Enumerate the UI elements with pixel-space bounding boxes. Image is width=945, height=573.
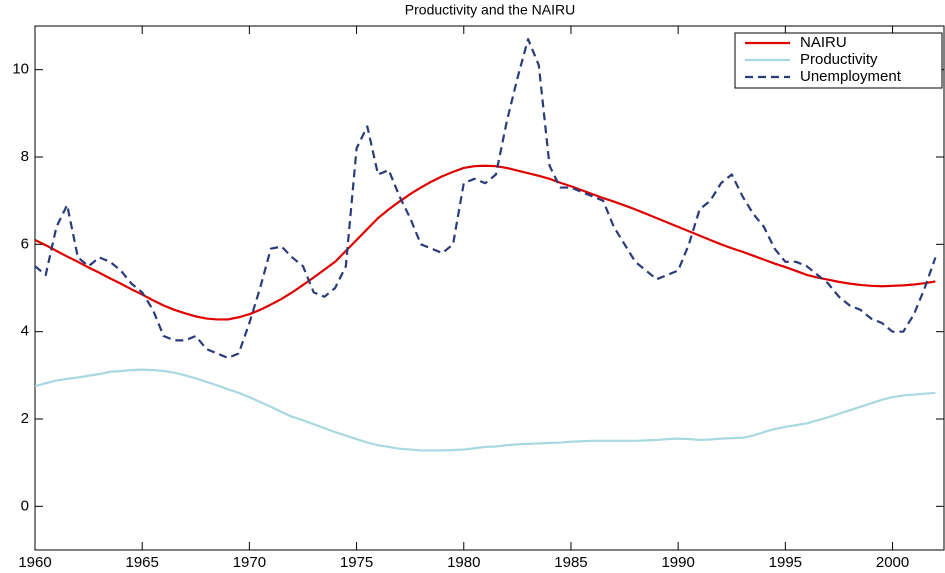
plot-frame bbox=[34, 25, 945, 551]
legend-label: Unemployment bbox=[800, 68, 902, 85]
x-tick-label: 1980 bbox=[447, 554, 480, 571]
line-series bbox=[34, 164, 936, 321]
chart-title: Productivity and the NAIRU bbox=[405, 2, 575, 18]
y-tick-label: 10 bbox=[12, 61, 29, 78]
x-tick-label: 1965 bbox=[126, 554, 159, 571]
y-tick-label: 0 bbox=[21, 497, 29, 514]
y-tick-label: 6 bbox=[21, 235, 29, 252]
x-tick-label: 1970 bbox=[233, 554, 266, 571]
x-tick-label: 2000 bbox=[876, 554, 909, 571]
y-tick-label: 4 bbox=[21, 323, 29, 340]
line-series bbox=[34, 38, 937, 359]
line-series bbox=[34, 368, 936, 452]
y-tick-label: 8 bbox=[21, 148, 29, 165]
x-tick-label: 1985 bbox=[554, 554, 587, 571]
x-tick-label: 1960 bbox=[18, 554, 51, 571]
x-tick-label: 1975 bbox=[340, 554, 373, 571]
legend-label: NAIRU bbox=[800, 34, 847, 51]
y-tick-label: 2 bbox=[21, 410, 29, 427]
x-tick-label: 1990 bbox=[661, 554, 694, 571]
legend-label: Productivity bbox=[800, 51, 878, 68]
x-tick-label: 1995 bbox=[769, 554, 802, 571]
